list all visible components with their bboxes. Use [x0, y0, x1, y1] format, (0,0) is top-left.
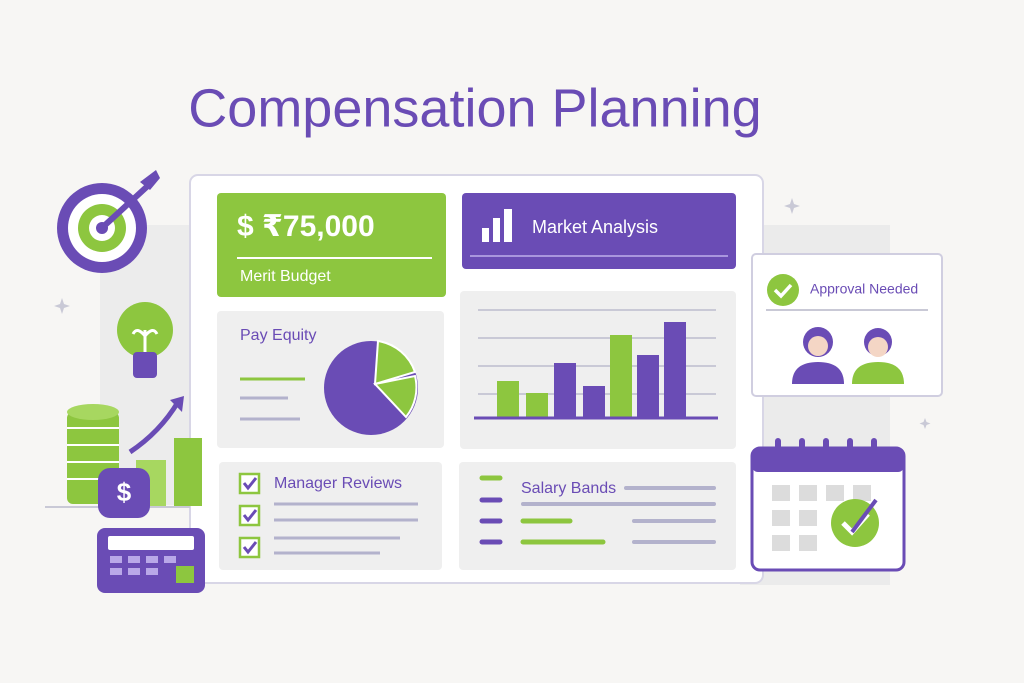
bands-card: Salary Bands: [459, 462, 736, 570]
coin-symbol: $: [117, 477, 132, 507]
merit-card: $ ₹75,000 Merit Budget: [217, 193, 446, 297]
market-card: Market Analysis: [462, 193, 736, 269]
market-title: Market Analysis: [532, 217, 658, 237]
calendar-icon: [750, 438, 906, 572]
merit-label: Merit Budget: [240, 268, 331, 285]
reviews-card: Manager Reviews: [219, 462, 442, 570]
coins-icon: $: [45, 396, 202, 518]
sparkles: [54, 198, 931, 429]
approval-card: Approval Needed: [751, 253, 943, 397]
bulb-icon: [117, 302, 173, 378]
title: Compensation Planning: [188, 78, 761, 138]
bands-title: Salary Bands: [521, 480, 616, 497]
merit-amount: $ ₹75,000: [237, 210, 375, 243]
approval-title: Approval Needed: [810, 281, 918, 297]
reviews-title: Manager Reviews: [274, 475, 402, 492]
target-icon: [57, 170, 160, 273]
calculator-icon: [97, 528, 205, 593]
chart-card: [460, 291, 736, 449]
equity-card: Pay Equity: [217, 311, 444, 448]
equity-title: Pay Equity: [240, 327, 316, 344]
